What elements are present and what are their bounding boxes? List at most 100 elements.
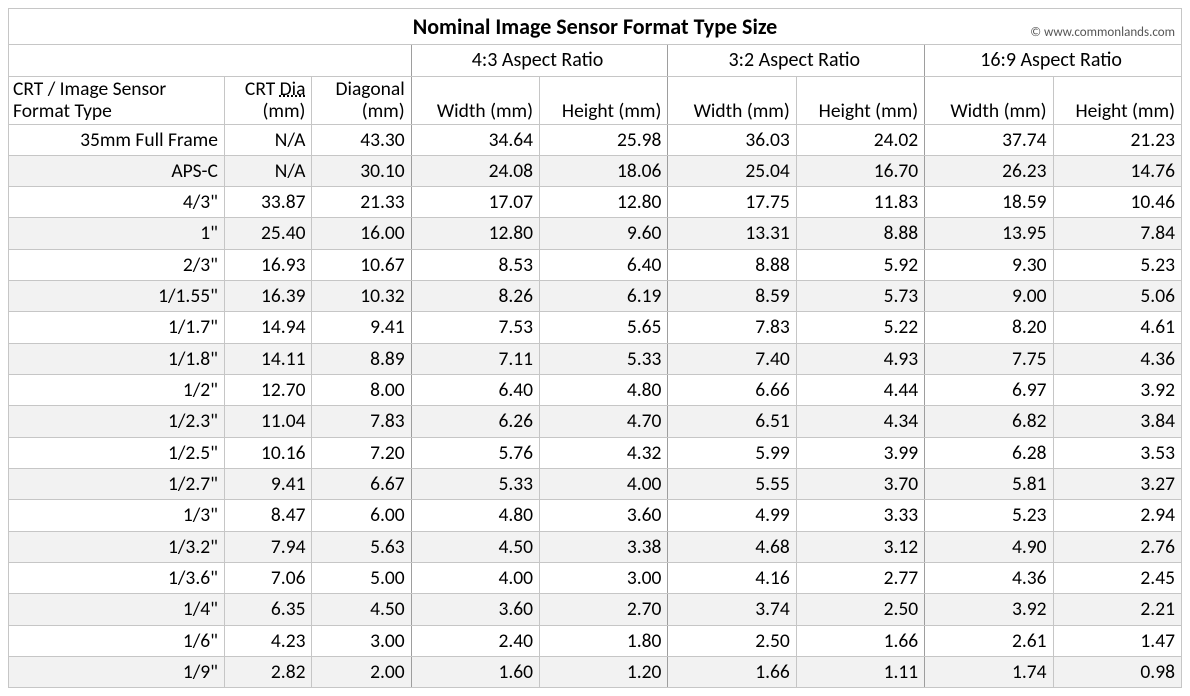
cell-type: 1/1.7" — [9, 312, 225, 343]
cell-w43: 8.26 — [411, 281, 539, 312]
cell-h43: 4.80 — [540, 375, 668, 406]
cell-h32: 5.92 — [796, 249, 924, 280]
cell-h32: 24.02 — [796, 124, 924, 155]
cell-w32: 17.75 — [668, 187, 796, 218]
cell-crt: 2.82 — [224, 656, 312, 687]
group-4-3: 4:3 Aspect Ratio — [411, 44, 668, 76]
cell-h169: 3.53 — [1053, 437, 1181, 468]
group-3-2: 3:2 Aspect Ratio — [668, 44, 925, 76]
cell-w169: 4.36 — [925, 562, 1053, 593]
cell-w32: 2.50 — [668, 625, 796, 656]
cell-h32: 1.66 — [796, 625, 924, 656]
cell-h169: 7.84 — [1053, 218, 1181, 249]
cell-h43: 6.19 — [540, 281, 668, 312]
cell-h43: 4.32 — [540, 437, 668, 468]
cell-w43: 4.00 — [411, 562, 539, 593]
cell-h32: 4.93 — [796, 343, 924, 374]
cell-diag: 30.10 — [312, 155, 411, 186]
cell-crt: 11.04 — [224, 406, 312, 437]
cell-w43: 24.08 — [411, 155, 539, 186]
table-row: 1/9"2.822.001.601.201.661.111.740.98 — [9, 656, 1182, 687]
cell-w32: 25.04 — [668, 155, 796, 186]
cell-crt: 7.06 — [224, 562, 312, 593]
cell-h32: 3.12 — [796, 531, 924, 562]
cell-crt: 9.41 — [224, 468, 312, 499]
cell-w32: 1.66 — [668, 656, 796, 687]
cell-w43: 5.76 — [411, 437, 539, 468]
cell-w43: 34.64 — [411, 124, 539, 155]
cell-diag: 7.83 — [312, 406, 411, 437]
cell-w43: 4.50 — [411, 531, 539, 562]
cell-w43: 3.60 — [411, 594, 539, 625]
cell-crt: 8.47 — [224, 500, 312, 531]
table-row: 1/2"12.708.006.404.806.664.446.973.92 — [9, 375, 1182, 406]
cell-h43: 5.33 — [540, 343, 668, 374]
table-row: 4/3"33.8721.3317.0712.8017.7511.8318.591… — [9, 187, 1182, 218]
cell-diag: 5.63 — [312, 531, 411, 562]
cell-h32: 5.73 — [796, 281, 924, 312]
cell-w32: 13.31 — [668, 218, 796, 249]
cell-type: 1/1.55" — [9, 281, 225, 312]
cell-h169: 1.47 — [1053, 625, 1181, 656]
group-16-9: 16:9 Aspect Ratio — [925, 44, 1182, 76]
col-43-h: Height (mm) — [540, 76, 668, 124]
cell-type: 1/1.8" — [9, 343, 225, 374]
cell-h169: 3.84 — [1053, 406, 1181, 437]
cell-type: 1/4" — [9, 594, 225, 625]
column-header-row: CRT / Image Sensor Format Type CRT Dia (… — [9, 76, 1182, 124]
cell-h32: 3.33 — [796, 500, 924, 531]
cell-h32: 2.50 — [796, 594, 924, 625]
table-title: Nominal Image Sensor Format Type Size — [413, 13, 778, 40]
cell-type: 1/2.5" — [9, 437, 225, 468]
cell-w43: 7.11 — [411, 343, 539, 374]
cell-h169: 21.23 — [1053, 124, 1181, 155]
col-diag-l2: (mm) — [362, 99, 405, 123]
table-row: 1/1.8"14.118.897.115.337.404.937.754.36 — [9, 343, 1182, 374]
cell-crt: 4.23 — [224, 625, 312, 656]
cell-diag: 10.32 — [312, 281, 411, 312]
table-row: 35mm Full FrameN/A43.3034.6425.9836.0324… — [9, 124, 1182, 155]
cell-h43: 1.80 — [540, 625, 668, 656]
cell-diag: 6.00 — [312, 500, 411, 531]
cell-h43: 4.70 — [540, 406, 668, 437]
cell-h169: 0.98 — [1053, 656, 1181, 687]
col-type-l2: Format Type — [13, 99, 112, 123]
cell-diag: 10.67 — [312, 249, 411, 280]
cell-w169: 26.23 — [925, 155, 1053, 186]
cell-w169: 9.00 — [925, 281, 1053, 312]
cell-crt: N/A — [224, 124, 312, 155]
cell-h43: 12.80 — [540, 187, 668, 218]
cell-crt: 12.70 — [224, 375, 312, 406]
cell-crt: 25.40 — [224, 218, 312, 249]
cell-diag: 43.30 — [312, 124, 411, 155]
cell-type: 1" — [9, 218, 225, 249]
cell-h32: 4.44 — [796, 375, 924, 406]
table-row: 1/3.6"7.065.004.003.004.162.774.362.45 — [9, 562, 1182, 593]
cell-type: 1/9" — [9, 656, 225, 687]
table-body: 35mm Full FrameN/A43.3034.6425.9836.0324… — [9, 124, 1182, 688]
cell-h32: 2.77 — [796, 562, 924, 593]
cell-h169: 3.27 — [1053, 468, 1181, 499]
cell-w32: 4.99 — [668, 500, 796, 531]
col-type-l1: CRT / Image Sensor — [13, 77, 166, 101]
group-blank — [9, 44, 412, 76]
cell-w169: 13.95 — [925, 218, 1053, 249]
aspect-group-row: 4:3 Aspect Ratio 3:2 Aspect Ratio 16:9 A… — [9, 44, 1182, 76]
cell-type: APS-C — [9, 155, 225, 186]
cell-crt: 10.16 — [224, 437, 312, 468]
cell-type: 1/3.2" — [9, 531, 225, 562]
col-diag-l1: Diagonal — [335, 77, 404, 101]
title-row: Nominal Image Sensor Format Type Size © … — [9, 9, 1182, 45]
table-row: 1/2.5"10.167.205.764.325.993.996.283.53 — [9, 437, 1182, 468]
col-32-h: Height (mm) — [796, 76, 924, 124]
cell-w169: 6.82 — [925, 406, 1053, 437]
sensor-size-table-wrap: Nominal Image Sensor Format Type Size © … — [8, 8, 1182, 688]
table-row: 1/2.3"11.047.836.264.706.514.346.823.84 — [9, 406, 1182, 437]
col-32-w: Width (mm) — [668, 76, 796, 124]
table-row: 1/3"8.476.004.803.604.993.335.232.94 — [9, 500, 1182, 531]
cell-w169: 5.81 — [925, 468, 1053, 499]
cell-h43: 25.98 — [540, 124, 668, 155]
table-row: 1/6"4.233.002.401.802.501.662.611.47 — [9, 625, 1182, 656]
cell-h32: 1.11 — [796, 656, 924, 687]
table-row: 1/3.2"7.945.634.503.384.683.124.902.76 — [9, 531, 1182, 562]
